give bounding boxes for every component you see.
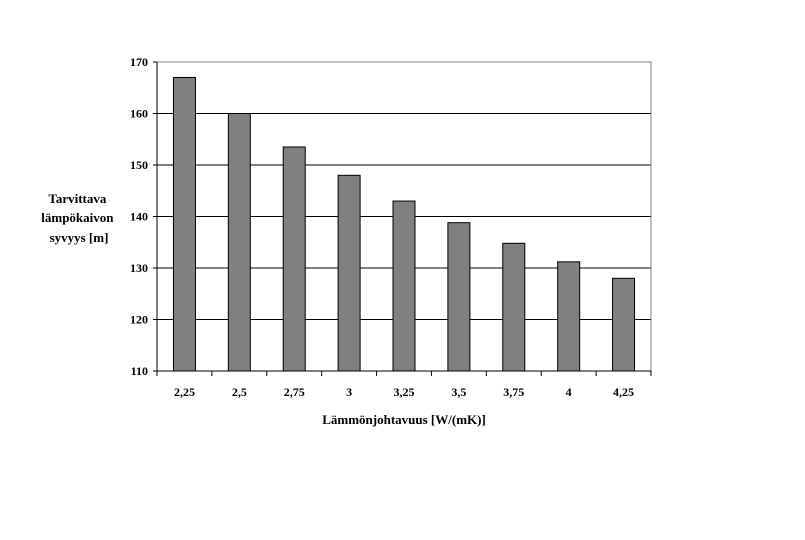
x-tick-label: 4 (566, 385, 572, 399)
y-tick-label: 120 (130, 313, 148, 327)
x-axis-label: Lämmönjohtavuus [W/(mK)] (322, 412, 486, 427)
x-tick-label: 3,75 (503, 385, 524, 399)
y-tick-label: 150 (130, 158, 148, 172)
x-tick-label: 2,25 (174, 385, 195, 399)
y-tick-label: 160 (130, 107, 148, 121)
bar (282, 146, 306, 372)
x-tick-label: 2,5 (232, 385, 247, 399)
x-tick-label: 3,5 (451, 385, 466, 399)
y-tick-label: 130 (130, 261, 148, 275)
bar (172, 76, 196, 372)
y-axis-label-line-3: syvyys [m] (50, 230, 109, 245)
y-axis-label: Tarvittava lämpökaivon syvyys [m] (41, 191, 117, 245)
x-tick-label: 4,25 (613, 385, 634, 399)
y-tick-label: 110 (131, 364, 148, 378)
x-tick-label: 2,75 (284, 385, 305, 399)
y-axis-label-line-1: Tarvittava (48, 191, 107, 206)
bar (502, 242, 526, 372)
bar (612, 277, 636, 372)
bar (447, 222, 471, 372)
y-tick-labels: 110 120 130 140 150 160 170 (130, 55, 148, 378)
x-tick-label: 3 (346, 385, 352, 399)
bar (337, 174, 361, 372)
y-tick-label: 170 (130, 55, 148, 69)
bar (392, 200, 416, 372)
bar (557, 261, 581, 372)
bars (172, 76, 636, 372)
y-tick-label: 140 (130, 210, 148, 224)
y-axis-label-line-2: lämpökaivon (41, 210, 114, 225)
x-tick-label: 3,25 (394, 385, 415, 399)
x-tick-labels: 2,25 2,5 2,75 3 3,25 3,5 3,75 4 4,25 (174, 385, 634, 399)
bar (227, 113, 251, 372)
axes (153, 61, 652, 376)
